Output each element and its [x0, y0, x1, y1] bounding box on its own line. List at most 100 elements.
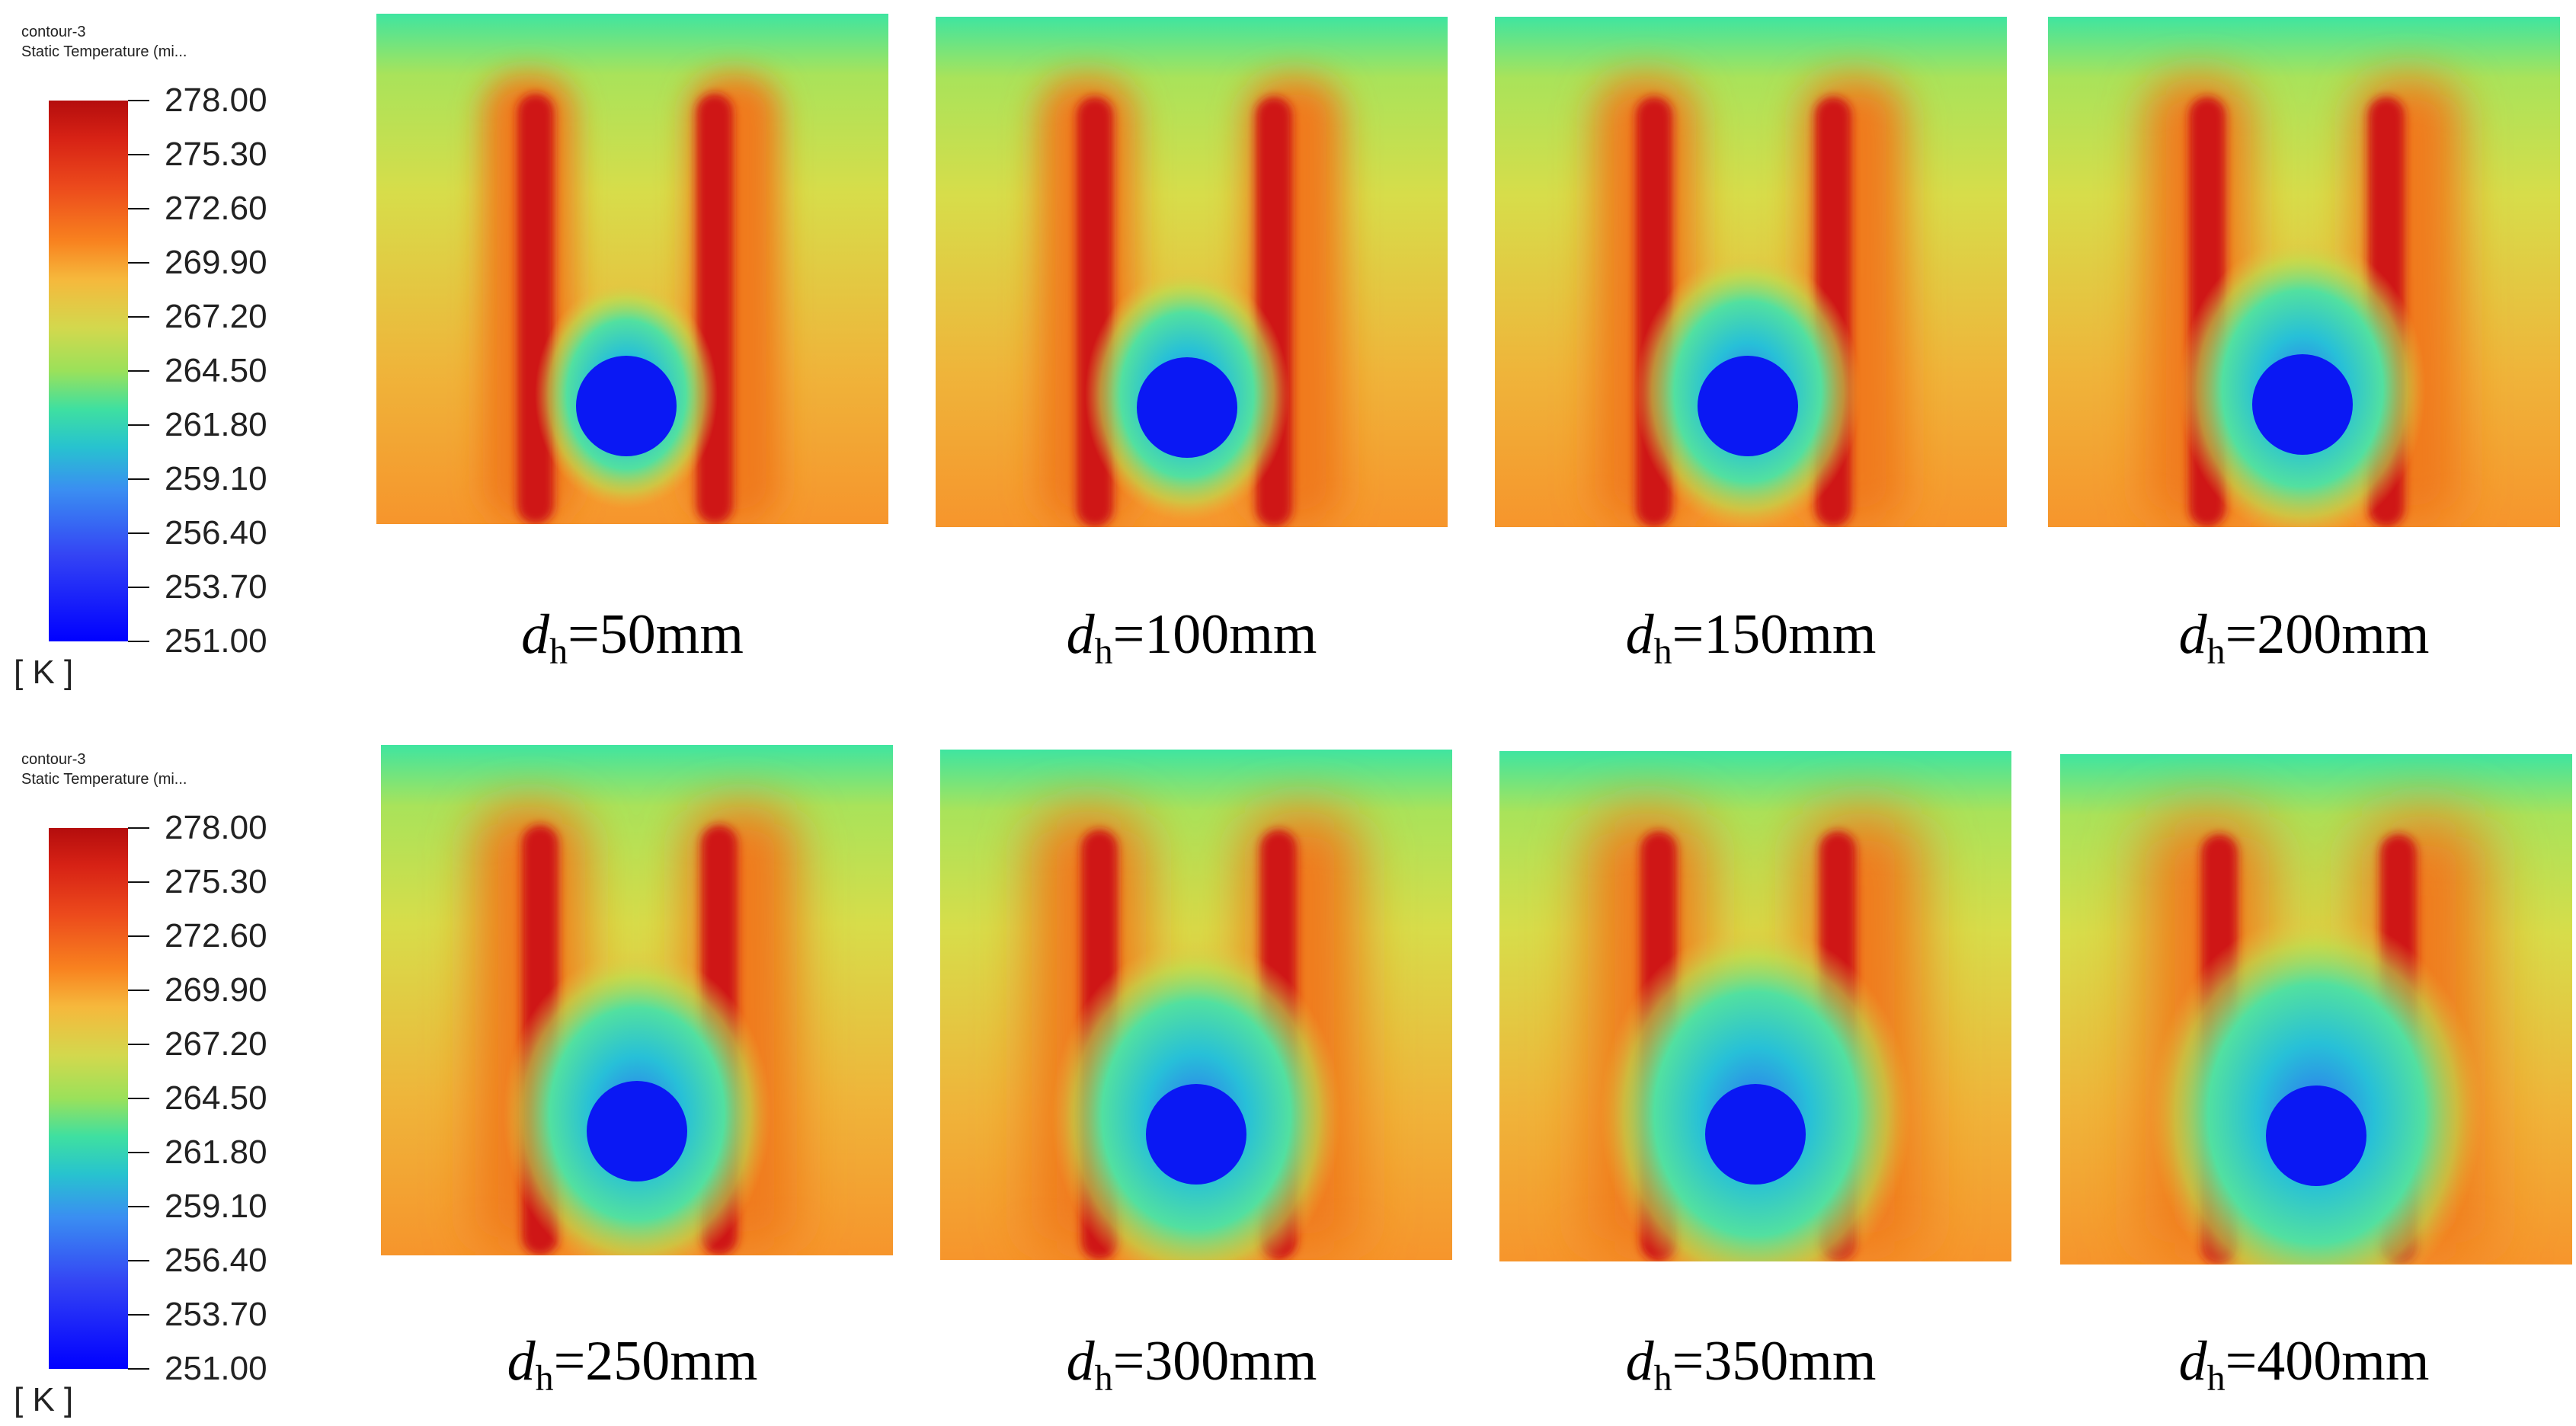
- colorbar-tick: [128, 208, 149, 209]
- caption-subscript: h: [1094, 1358, 1113, 1399]
- colorbar-tick-label: 267.20: [165, 298, 267, 335]
- caption-value: =300mm: [1112, 1330, 1317, 1392]
- colorbar-tick: [128, 641, 149, 642]
- contour-panel-1: [376, 14, 888, 524]
- colorbar-tick-label: 278.00: [165, 809, 267, 846]
- contour-panel-6: [940, 750, 1452, 1260]
- colorbar-tick-label: 278.00: [165, 82, 267, 119]
- caption-value: =350mm: [1672, 1330, 1877, 1392]
- caption-1: dh=50mm: [376, 602, 888, 685]
- colorbar-tick-label: 269.90: [165, 244, 267, 281]
- caption-7: dh=350mm: [1495, 1328, 2007, 1412]
- colorbar-tick: [128, 316, 149, 318]
- colorbar: [49, 101, 128, 641]
- caption-symbol: d: [1625, 603, 1654, 666]
- caption-value: =400mm: [2225, 1330, 2430, 1392]
- caption-6: dh=300mm: [936, 1328, 1448, 1412]
- colorbar-tick-label: 261.80: [165, 406, 267, 443]
- contour-panel-3: [1495, 17, 2007, 527]
- caption-symbol: d: [2178, 1330, 2207, 1392]
- colorbar-tick-label: 275.30: [165, 863, 267, 900]
- caption-4: dh=200mm: [2048, 602, 2560, 685]
- colorbar-tick-label: 256.40: [165, 1242, 267, 1279]
- colorbar-tick-label: 272.60: [165, 917, 267, 954]
- colorbar-tick: [128, 935, 149, 937]
- colorbar-tick: [128, 1152, 149, 1153]
- colorbar-tick: [128, 1314, 149, 1316]
- caption-symbol: d: [521, 603, 550, 666]
- colorbar-tick: [128, 990, 149, 991]
- colorbar-tick: [128, 370, 149, 372]
- contour-panel-8: [2060, 754, 2572, 1265]
- colorbar-tick-label: 261.80: [165, 1133, 267, 1171]
- colorbar-tick: [128, 262, 149, 264]
- colorbar-tick-label: 264.50: [165, 352, 267, 389]
- temperature-contour: [1499, 751, 2011, 1261]
- colorbar-tick-label: 275.30: [165, 136, 267, 173]
- caption-value: =150mm: [1672, 603, 1877, 666]
- temperature-contour: [376, 14, 888, 524]
- colorbar-tick-label: 264.50: [165, 1079, 267, 1117]
- contour-panel-5: [381, 745, 893, 1255]
- colorbar-tick-label: 251.00: [165, 1350, 267, 1387]
- caption-subscript: h: [2206, 631, 2226, 672]
- colorbar-tick-label: 259.10: [165, 460, 267, 497]
- colorbar-tick-label: 251.00: [165, 622, 267, 660]
- caption-symbol: d: [1066, 1330, 1095, 1392]
- colorbar-tick: [128, 1206, 149, 1207]
- legend-name: contour-3: [21, 751, 86, 768]
- colorbar-tick: [128, 827, 149, 829]
- caption-3: dh=150mm: [1495, 602, 2007, 685]
- colorbar-tick: [128, 1368, 149, 1370]
- colorbar-tick-label: 253.70: [165, 1296, 267, 1333]
- colorbar-tick-label: 256.40: [165, 514, 267, 552]
- caption-subscript: h: [2206, 1358, 2226, 1399]
- temperature-contour: [2060, 754, 2572, 1265]
- temperature-contour: [2048, 17, 2560, 527]
- caption-subscript: h: [1094, 631, 1113, 672]
- colorbar-tick: [128, 532, 149, 534]
- caption-5: dh=250mm: [376, 1328, 888, 1412]
- caption-subscript: h: [1653, 1358, 1672, 1399]
- colorbar-tick: [128, 587, 149, 588]
- caption-subscript: h: [535, 1358, 554, 1399]
- colorbar-tick: [128, 881, 149, 883]
- caption-symbol: d: [2178, 603, 2207, 666]
- colorbar-tick-label: 267.20: [165, 1025, 267, 1063]
- legend-variable: Static Temperature (mi...: [21, 771, 187, 788]
- legend-top: contour-3 Static Temperature (mi... [ K …: [0, 0, 335, 691]
- caption-symbol: d: [507, 1330, 536, 1392]
- colorbar-tick: [128, 1260, 149, 1261]
- caption-value: =250mm: [553, 1330, 758, 1392]
- caption-8: dh=400mm: [2048, 1328, 2560, 1412]
- colorbar-tick: [128, 478, 149, 480]
- caption-symbol: d: [1066, 603, 1095, 666]
- colorbar-tick: [128, 1098, 149, 1099]
- caption-symbol: d: [1625, 1330, 1654, 1392]
- contour-panel-7: [1499, 751, 2011, 1261]
- temperature-contour: [381, 745, 893, 1255]
- colorbar-tick-label: 259.10: [165, 1188, 267, 1225]
- contour-panel-4: [2048, 17, 2560, 527]
- legend-name: contour-3: [21, 24, 86, 40]
- legend-unit: [ K ]: [14, 1381, 74, 1418]
- legend-unit: [ K ]: [14, 654, 74, 691]
- colorbar-tick-label: 272.60: [165, 190, 267, 227]
- caption-2: dh=100mm: [936, 602, 1448, 685]
- caption-value: =50mm: [568, 603, 744, 666]
- temperature-contour: [940, 750, 1452, 1260]
- temperature-contour: [1495, 17, 2007, 527]
- colorbar-tick-label: 253.70: [165, 568, 267, 606]
- colorbar-tick: [128, 100, 149, 101]
- colorbar-tick: [128, 424, 149, 426]
- legend-variable: Static Temperature (mi...: [21, 43, 187, 60]
- colorbar: [49, 828, 128, 1369]
- temperature-contour: [936, 17, 1448, 527]
- caption-value: =100mm: [1112, 603, 1317, 666]
- colorbar-tick-label: 269.90: [165, 971, 267, 1009]
- contour-panel-2: [936, 17, 1448, 527]
- legend-bottom: contour-3 Static Temperature (mi... [ K …: [0, 727, 335, 1418]
- caption-subscript: h: [1653, 631, 1672, 672]
- caption-subscript: h: [549, 631, 568, 672]
- colorbar-tick: [128, 154, 149, 155]
